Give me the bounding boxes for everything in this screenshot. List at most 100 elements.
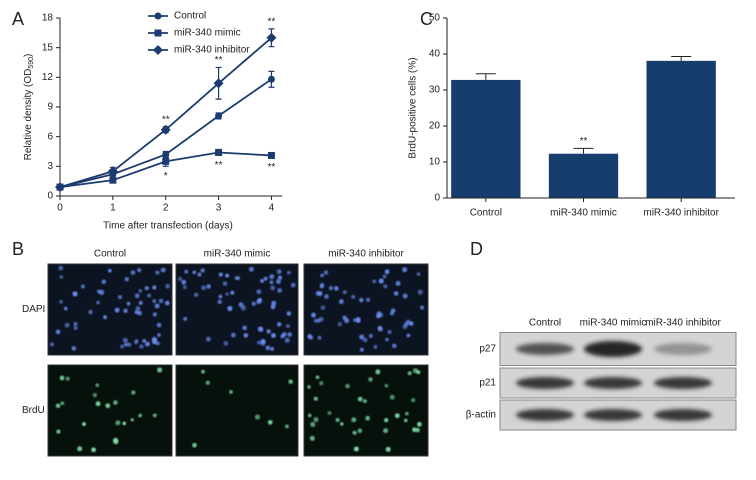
nucleus — [269, 274, 275, 280]
nucleus — [345, 383, 350, 389]
significance: ** — [215, 55, 223, 66]
nucleus — [225, 292, 229, 296]
nucleus — [88, 309, 93, 315]
panel-label: C — [420, 9, 433, 29]
nucleus — [103, 315, 107, 320]
nucleus — [157, 367, 163, 373]
error-bar — [475, 73, 496, 80]
nucleus — [257, 340, 261, 345]
row-label: β-actin — [466, 410, 496, 421]
x-axis-label: Time after transfection (days) — [103, 221, 233, 232]
y-label-text: Relative density (OD — [23, 69, 34, 161]
nucleus — [280, 334, 285, 339]
nucleus — [65, 376, 70, 381]
marker — [160, 124, 171, 135]
row-label: p27 — [479, 344, 496, 355]
nucleus — [138, 413, 142, 418]
blot-band — [654, 343, 712, 355]
y-tick-label: 20 — [429, 121, 441, 132]
nucleus — [373, 344, 378, 349]
nucleus — [124, 342, 128, 347]
nucleus — [290, 282, 296, 288]
nucleus — [200, 268, 205, 273]
nucleus — [80, 284, 85, 289]
nucleus — [393, 291, 399, 296]
y-label-sub: 590 — [28, 57, 35, 69]
nucleus — [357, 428, 363, 434]
significance: ** — [215, 160, 223, 171]
error-bar — [573, 147, 594, 154]
nucleus — [144, 285, 149, 291]
nucleus — [338, 299, 344, 305]
nucleus — [201, 285, 207, 291]
nucleus — [243, 333, 249, 338]
marker — [267, 75, 275, 83]
marker — [55, 182, 65, 193]
nucleus — [317, 335, 322, 340]
significance: ** — [162, 114, 170, 125]
nucleus — [152, 299, 157, 304]
row-label: p21 — [479, 378, 496, 389]
nucleus — [270, 285, 276, 291]
nucleus — [318, 316, 324, 322]
marker — [266, 32, 277, 43]
column-label: Control — [529, 318, 561, 329]
nucleus — [351, 294, 356, 299]
nucleus — [383, 284, 388, 289]
nucleus — [124, 277, 130, 282]
nucleus — [277, 275, 283, 280]
nucleus — [230, 332, 236, 338]
y-tick-label: 0 — [47, 191, 53, 202]
nucleus — [130, 417, 135, 422]
nucleus — [263, 276, 268, 281]
y-tick-label: 15 — [42, 42, 54, 53]
nucleus — [131, 390, 136, 395]
nucleus — [416, 272, 421, 276]
nucleus — [285, 424, 289, 429]
y-axis-label: Relative density (OD590) — [23, 54, 35, 161]
nucleus — [307, 413, 312, 418]
micrograph — [175, 263, 299, 356]
x-tick-label: miR-340 mimic — [550, 208, 617, 219]
nucleus — [353, 446, 359, 452]
nucleus — [192, 270, 197, 275]
nucleus — [156, 322, 162, 328]
nucleus — [134, 340, 138, 345]
nucleus — [118, 295, 123, 300]
nucleus — [365, 297, 371, 303]
nucleus — [71, 346, 77, 351]
nucleus — [205, 380, 210, 385]
nucleus — [137, 310, 142, 316]
nucleus — [107, 268, 112, 273]
blot-band — [584, 377, 642, 389]
y-axis-label: BrdU-positive cells (%) — [408, 57, 419, 158]
nucleus — [59, 375, 65, 381]
nucleus — [138, 289, 143, 293]
bar — [548, 153, 619, 198]
nucleus — [152, 312, 157, 317]
nucleus — [339, 422, 344, 426]
nucleus — [105, 403, 111, 409]
micrograph — [303, 263, 429, 356]
nucleus — [55, 403, 61, 409]
nucleus — [227, 305, 233, 311]
nucleus — [319, 381, 324, 386]
marker — [215, 112, 223, 120]
nucleus — [287, 332, 293, 337]
marker — [213, 78, 224, 89]
nucleus — [362, 337, 368, 343]
nucleus — [222, 281, 228, 286]
blot-band — [654, 409, 712, 421]
nucleus — [270, 304, 276, 310]
nucleus — [276, 269, 282, 275]
nucleus — [284, 337, 290, 343]
row-label: DAPI — [22, 304, 45, 315]
nucleus — [223, 340, 229, 346]
nucleus — [181, 279, 187, 285]
nucleus — [120, 344, 125, 349]
nucleus — [384, 269, 390, 275]
nucleus — [387, 330, 392, 335]
nucleus — [411, 397, 416, 403]
nucleus — [359, 334, 365, 340]
significance: * — [164, 171, 168, 182]
